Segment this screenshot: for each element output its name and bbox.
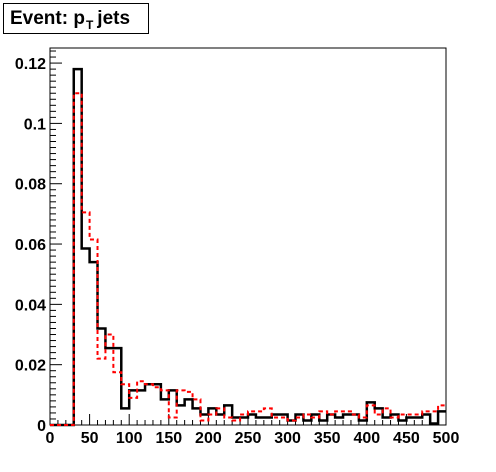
axis-ticks xyxy=(49,50,447,426)
x-tick-label: 500 xyxy=(433,430,460,447)
x-tick-label: 250 xyxy=(235,430,262,447)
series-red-dashed-histogram xyxy=(50,92,446,426)
y-tick-label: 0.08 xyxy=(15,177,46,194)
chart-title-rest: jets xyxy=(97,8,131,29)
x-tick-label: 50 xyxy=(81,430,99,447)
y-tick-label: 0.1 xyxy=(24,116,46,133)
plot-frame xyxy=(49,47,447,426)
tick-labels: 0 50 100 150 200 250 300 350 400 450 500 0 0.02 0.04 0… xyxy=(15,56,460,447)
x-tick-label: 400 xyxy=(353,430,380,447)
x-tick-label: 150 xyxy=(155,430,182,447)
chart-title-subscript: T xyxy=(85,18,94,32)
y-tick-label: 0.04 xyxy=(15,297,46,314)
y-tick-label: 0.06 xyxy=(15,237,46,254)
y-tick-label: 0.12 xyxy=(15,56,46,73)
x-tick-label: 350 xyxy=(314,430,341,447)
x-tick-label: 450 xyxy=(393,430,420,447)
x-tick-label: 200 xyxy=(195,430,222,447)
y-tick-label: 0.02 xyxy=(15,358,46,375)
series-layer xyxy=(50,67,446,427)
y-tick-label: 0 xyxy=(37,418,46,435)
x-tick-label: 0 xyxy=(46,430,55,447)
x-tick-label: 300 xyxy=(274,430,301,447)
chart-title: Event: pT jets xyxy=(3,3,149,34)
x-tick-label: 100 xyxy=(116,430,143,447)
series-black-solid-histogram xyxy=(50,67,446,427)
chart-title-main: Event: p xyxy=(10,8,85,29)
